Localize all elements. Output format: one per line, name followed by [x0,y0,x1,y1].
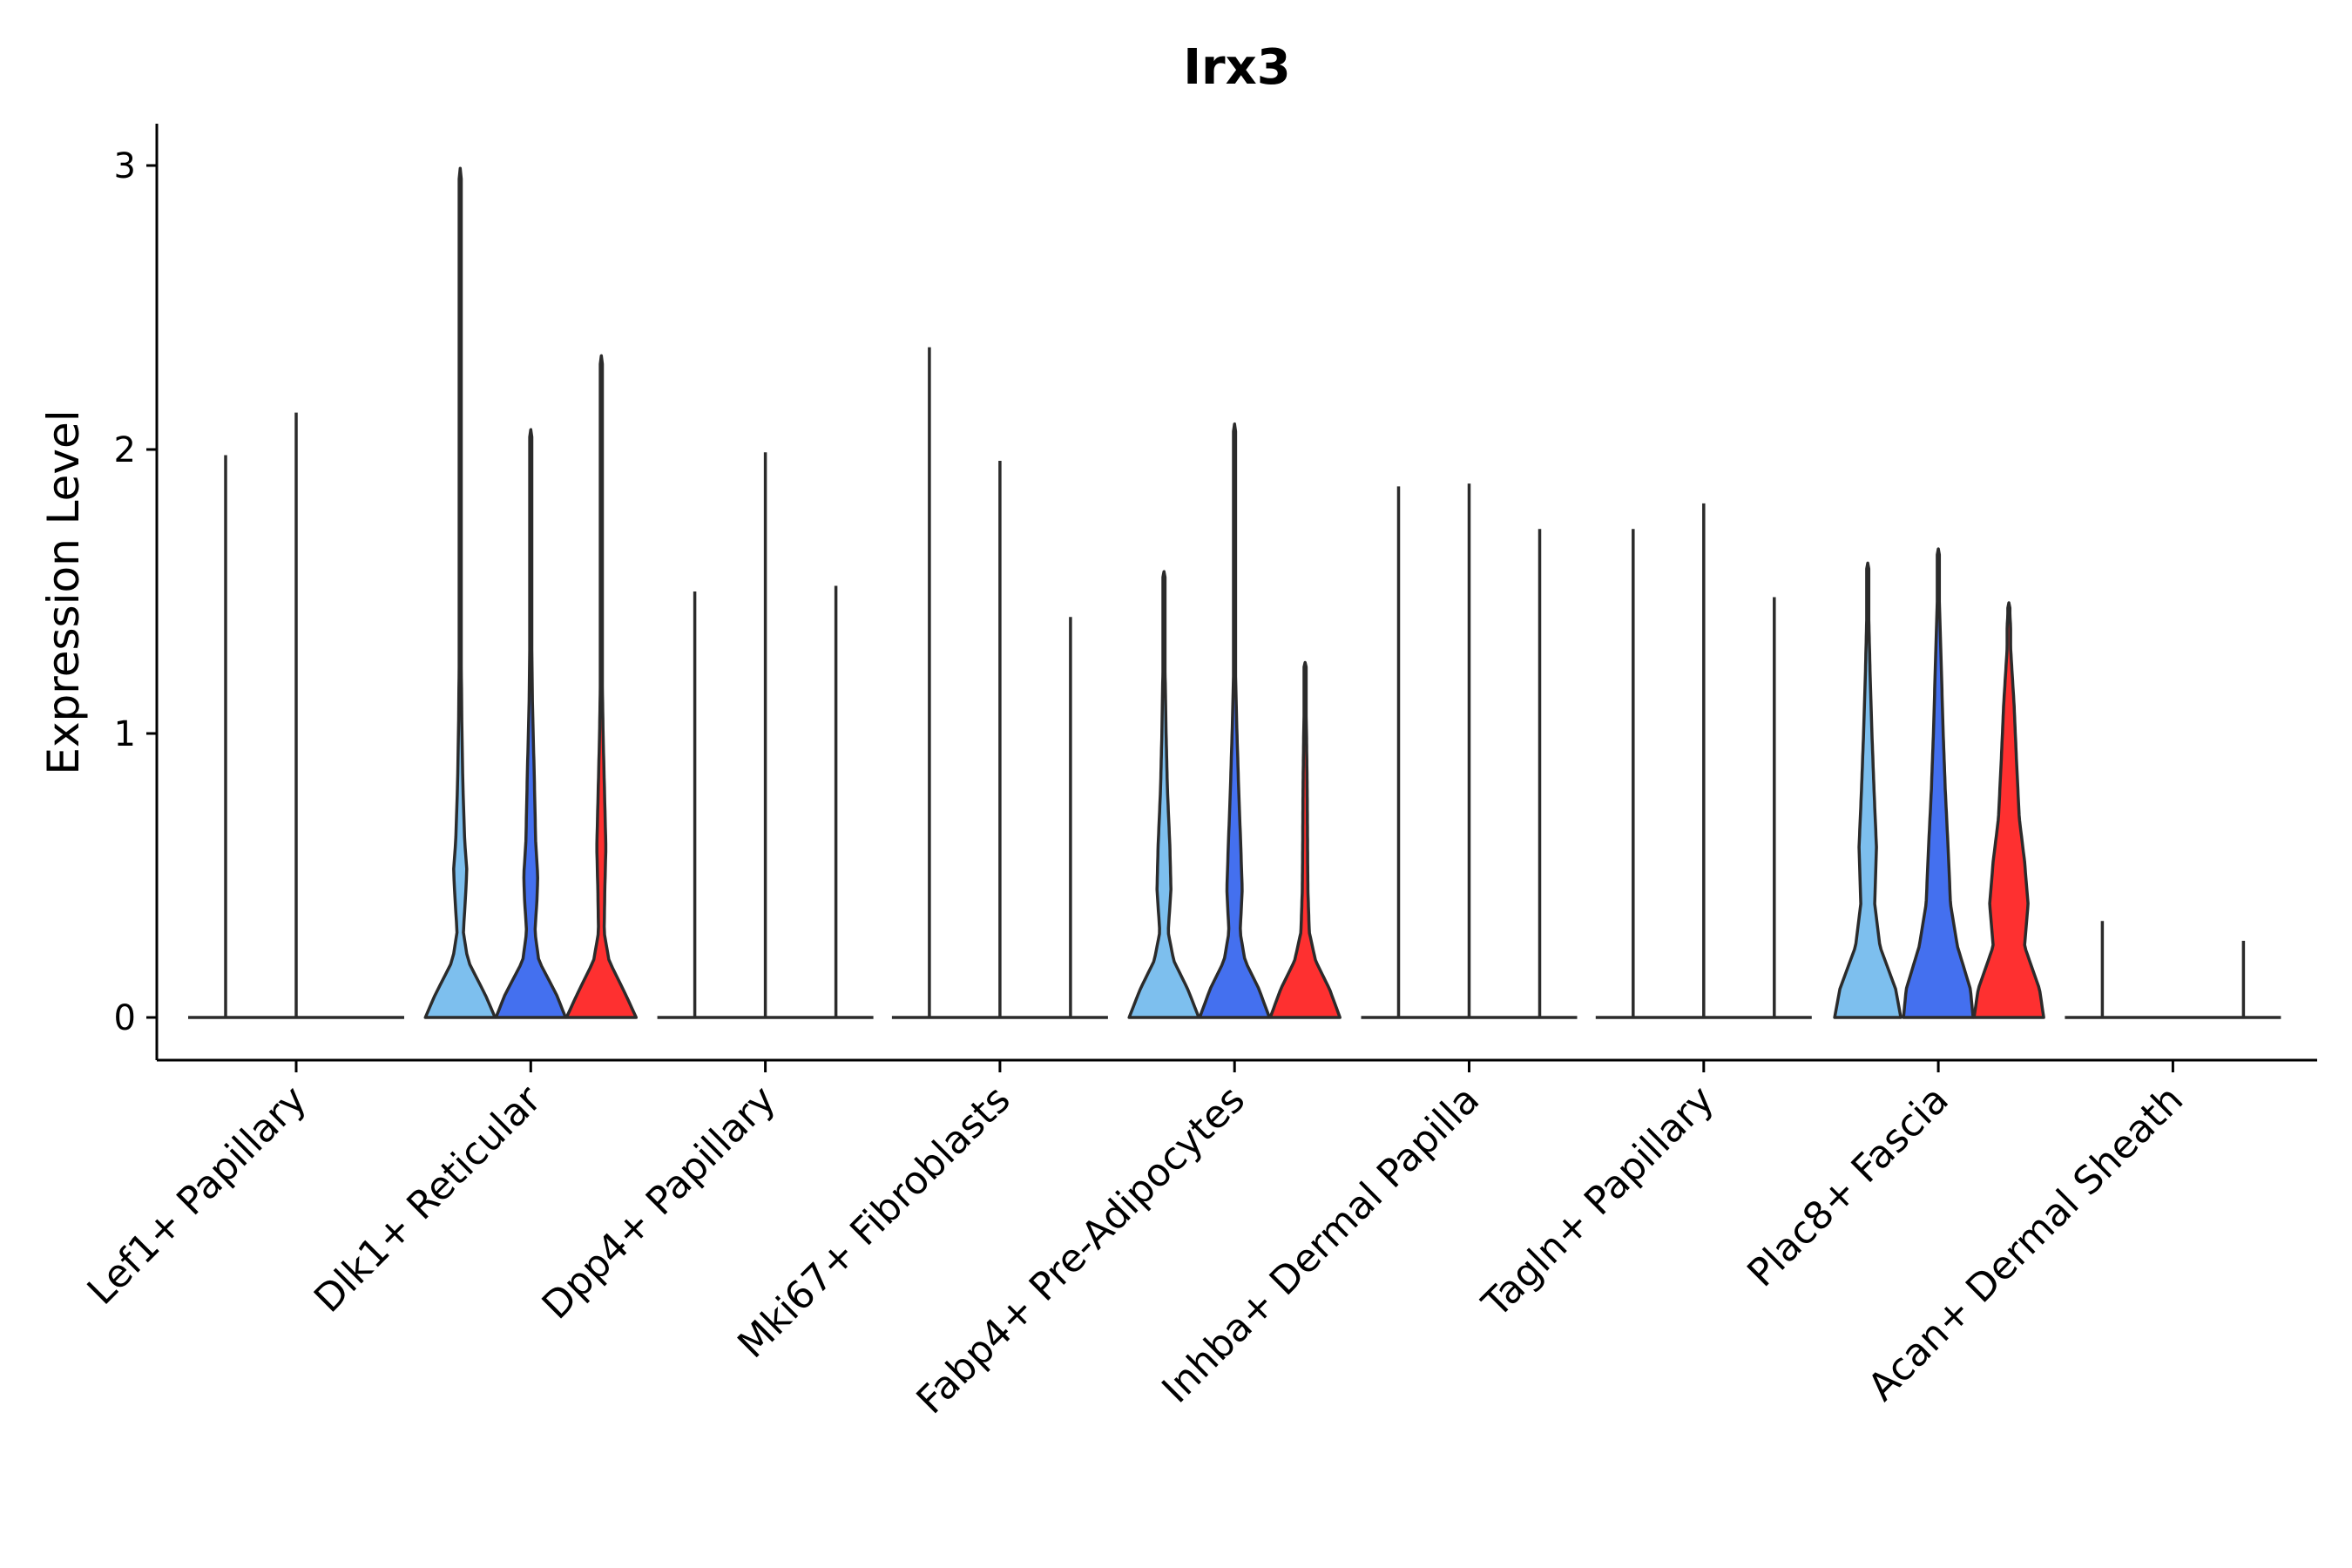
violin-mark [1833,561,1903,1019]
x-tick-label: Lef1+ Papillary [79,1078,315,1314]
violin-mark [423,166,497,1019]
violin-mark [1198,422,1271,1019]
y-tick-label: 0 [114,998,136,1038]
violin-mark [1268,660,1342,1019]
x-tick-label: Dpp4+ Papillary [534,1078,785,1328]
violin-mark [1127,570,1200,1019]
y-tick-label: 1 [114,714,136,754]
violin-mark [1902,547,1975,1019]
x-tick-label: Plac8+ Fascia [1739,1078,1957,1296]
violin-mark [564,354,639,1019]
y-tick-label: 3 [114,146,136,186]
violins-layer [188,166,2281,1019]
y-axis-label: Expression Level [38,409,89,774]
x-tick-label: Tagln+ Papillary [1473,1078,1722,1327]
chart-title: Irx3 [1183,39,1291,96]
y-tick-label: 2 [114,430,136,470]
violin-mark [1972,601,2045,1019]
violin-mark [494,428,568,1019]
x-tick-label: Dlk1+ Reticular [306,1077,551,1321]
